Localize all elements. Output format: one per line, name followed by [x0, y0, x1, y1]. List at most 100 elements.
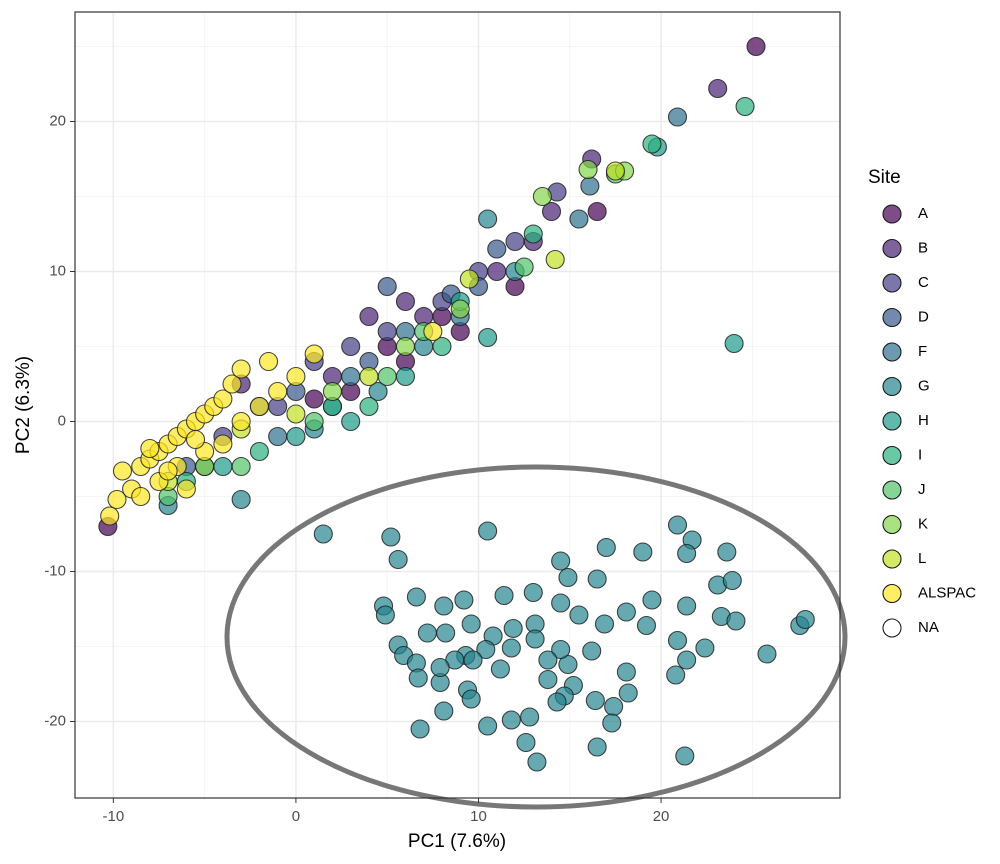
point [461, 614, 481, 634]
point [268, 426, 288, 447]
legend-key [882, 618, 902, 638]
point [286, 404, 306, 424]
legend-key [882, 238, 902, 259]
legend-key [882, 514, 902, 535]
point [795, 609, 815, 630]
point [359, 366, 379, 387]
point [602, 713, 622, 733]
point [587, 737, 607, 757]
points [98, 36, 815, 772]
point [213, 434, 233, 454]
point [131, 486, 151, 507]
point [587, 201, 607, 222]
point [547, 692, 567, 712]
point [636, 615, 657, 636]
point [551, 639, 571, 660]
grid [75, 12, 840, 798]
legend-key [882, 480, 902, 500]
x-tick-label: 0 [292, 808, 300, 825]
x-axis-title: PC1 (7.6%) [408, 831, 506, 852]
point [551, 551, 571, 571]
point [377, 276, 397, 297]
point [231, 456, 251, 477]
point [185, 429, 206, 450]
point [580, 176, 600, 196]
y-tick-label: 20 [49, 112, 66, 129]
point [516, 732, 536, 753]
legend-title: Site [868, 167, 901, 188]
point [304, 389, 324, 409]
point [594, 614, 615, 634]
point [258, 351, 279, 372]
point [478, 327, 498, 348]
point [587, 569, 607, 589]
x-tick-label: 10 [470, 808, 487, 825]
point [459, 269, 479, 289]
point [463, 650, 483, 670]
point [100, 506, 120, 526]
point [406, 587, 426, 607]
point [313, 524, 333, 544]
point [158, 461, 178, 481]
point [717, 542, 737, 562]
point [487, 261, 507, 282]
point [231, 489, 251, 510]
point [430, 657, 450, 678]
point [461, 689, 481, 709]
point [666, 665, 686, 685]
point [585, 690, 605, 711]
point [523, 582, 543, 603]
legend-key [882, 376, 902, 397]
point [523, 224, 543, 244]
point [432, 336, 452, 357]
point [616, 602, 636, 622]
point [395, 336, 416, 357]
point [434, 701, 454, 721]
point [478, 521, 498, 541]
point [605, 161, 625, 181]
legend-key [882, 549, 902, 569]
legend-label: H [918, 412, 929, 429]
point [268, 381, 288, 402]
point [487, 239, 507, 259]
point [359, 306, 379, 327]
legend-key [882, 445, 902, 466]
point [494, 585, 514, 606]
point [695, 638, 715, 658]
point [222, 374, 242, 394]
point [436, 623, 456, 643]
point [322, 381, 342, 402]
point [286, 426, 306, 447]
legend-label: B [918, 239, 928, 256]
point [520, 707, 540, 727]
legend-label: G [918, 377, 930, 394]
point [726, 611, 746, 631]
point [388, 549, 408, 570]
point [677, 650, 697, 670]
point [582, 641, 602, 661]
point [616, 662, 636, 682]
y-tick-label: -10 [44, 562, 66, 579]
point [667, 515, 688, 535]
point [501, 710, 521, 730]
legend-label: F [918, 343, 927, 360]
y-tick-label: -20 [44, 712, 66, 729]
legend-label: NA [918, 619, 939, 636]
point [249, 441, 269, 462]
legend-label: ALSPAC [918, 584, 976, 601]
point [514, 257, 534, 277]
legend-label: J [918, 481, 926, 498]
plot-border [74, 11, 841, 799]
point [478, 209, 498, 229]
point [395, 291, 416, 312]
point [708, 78, 728, 99]
legend-key [882, 204, 902, 224]
point [538, 669, 558, 690]
legend-key [882, 583, 902, 604]
legend-label: A [918, 205, 928, 222]
point [375, 605, 395, 625]
legend-key [882, 411, 902, 431]
legend-key [882, 307, 902, 328]
point [249, 396, 269, 417]
